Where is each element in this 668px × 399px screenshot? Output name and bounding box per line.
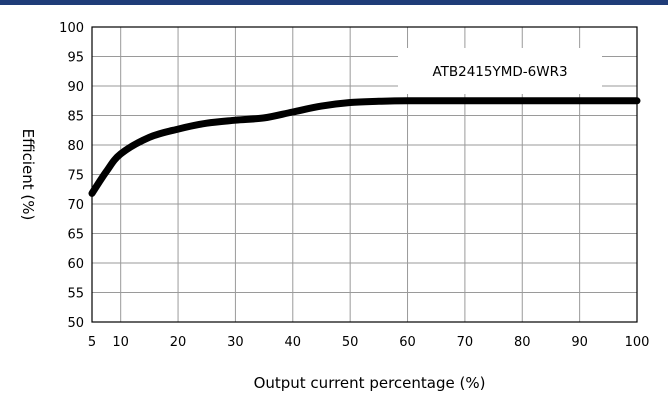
- x-tick-label: 10: [112, 335, 129, 350]
- y-tick-label: 70: [67, 198, 84, 213]
- grid-layer: [92, 27, 637, 322]
- legend-label-0: ATB2415YMD-6WR3: [432, 64, 567, 80]
- tick-layer: 5 10 20 30 40 50 60 70 80 90 100 50 55 60 65 70 75 80 85 90…: [59, 21, 649, 350]
- x-tick-label: 50: [342, 335, 359, 350]
- y-tick-label: 90: [67, 80, 84, 95]
- y-tick-label: 55: [67, 287, 84, 302]
- x-tick-label: 100: [625, 335, 650, 350]
- x-tick-label: 20: [170, 335, 187, 350]
- x-tick-label: 70: [457, 335, 474, 350]
- x-tick-label: 60: [399, 335, 416, 350]
- y-axis-title: Efficient (%): [19, 129, 37, 221]
- x-tick-label: 5: [88, 335, 96, 350]
- plot-frame: [91, 26, 638, 323]
- x-axis-title: Output current percentage (%): [254, 374, 486, 392]
- series-line-0: [88, 97, 641, 197]
- y-tick-label: 100: [59, 21, 84, 36]
- y-tick-label: 85: [67, 110, 84, 125]
- x-tick-label: 90: [571, 335, 588, 350]
- y-tick-label: 65: [67, 228, 84, 243]
- y-tick-label: 50: [67, 316, 84, 331]
- x-tick-label: 40: [285, 335, 302, 350]
- top-accent-bar: [0, 0, 668, 5]
- x-tick-label: 30: [227, 335, 244, 350]
- y-tick-label: 60: [67, 257, 84, 272]
- legend-box: [398, 48, 602, 94]
- y-tick-label: 80: [67, 139, 84, 154]
- y-tick-label: 95: [67, 51, 84, 66]
- legend: ATB2415YMD-6WR3: [398, 48, 602, 94]
- y-tick-label: 75: [67, 169, 84, 184]
- x-tick-label: 80: [514, 335, 531, 350]
